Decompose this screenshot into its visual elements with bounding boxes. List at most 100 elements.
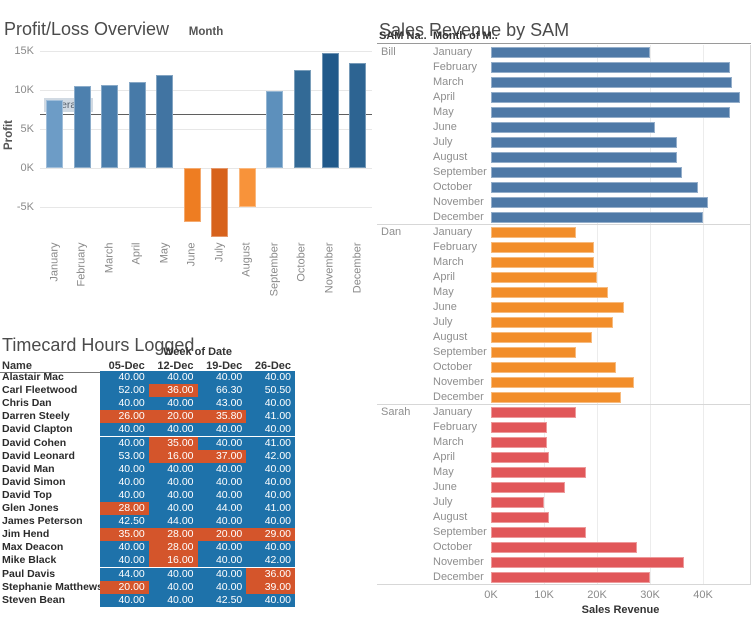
sales-bar-bill-june[interactable] bbox=[491, 122, 656, 133]
timecard-cell[interactable]: 39.00 bbox=[246, 580, 295, 594]
sales-bar-dan-march[interactable] bbox=[491, 257, 595, 268]
sales-bar-sarah-september[interactable] bbox=[491, 527, 587, 538]
timecard-cell[interactable]: 28.00 bbox=[148, 541, 198, 555]
timecard-cell[interactable]: 42.50 bbox=[100, 515, 149, 529]
timecard-cell[interactable]: 40.00 bbox=[246, 462, 295, 476]
profit-bar-june[interactable] bbox=[183, 168, 201, 222]
timecard-cell[interactable]: 40.00 bbox=[197, 462, 247, 476]
sales-bar-sarah-october[interactable] bbox=[491, 542, 637, 553]
timecard-cell[interactable]: 35.80 bbox=[197, 410, 247, 424]
timecard-cell[interactable]: 40.00 bbox=[100, 593, 149, 607]
timecard-cell[interactable]: 43.00 bbox=[197, 397, 247, 411]
timecard-cell[interactable]: 40.00 bbox=[148, 593, 198, 607]
timecard-cell[interactable]: 40.00 bbox=[100, 462, 149, 476]
timecard-cell[interactable]: 42.00 bbox=[246, 554, 295, 568]
sales-bar-bill-january[interactable] bbox=[491, 47, 650, 58]
sales-bar-sarah-december[interactable] bbox=[491, 572, 650, 583]
timecard-cell[interactable]: 40.00 bbox=[197, 423, 247, 437]
timecard-cell[interactable]: 40.00 bbox=[148, 502, 198, 516]
timecard-cell[interactable]: 40.00 bbox=[197, 580, 247, 594]
timecard-cell[interactable]: 40.00 bbox=[246, 475, 295, 489]
sales-bar-sarah-august[interactable] bbox=[491, 512, 550, 523]
timecard-cell[interactable]: 40.00 bbox=[100, 371, 149, 385]
sales-bar-sarah-march[interactable] bbox=[491, 437, 547, 448]
sales-bar-bill-september[interactable] bbox=[491, 167, 682, 178]
timecard-cell[interactable]: 16.00 bbox=[148, 449, 198, 463]
timecard-cell[interactable]: 40.00 bbox=[246, 593, 295, 607]
timecard-cell[interactable]: 36.00 bbox=[246, 567, 295, 581]
sales-bar-dan-july[interactable] bbox=[491, 317, 613, 328]
timecard-cell[interactable]: 40.00 bbox=[197, 436, 247, 450]
timecard-cell[interactable]: 41.00 bbox=[246, 502, 295, 516]
sales-bar-dan-october[interactable] bbox=[491, 362, 616, 373]
sales-bar-bill-may[interactable] bbox=[491, 107, 730, 118]
profit-bar-december[interactable] bbox=[349, 63, 367, 168]
sales-bar-dan-february[interactable] bbox=[491, 242, 595, 253]
sales-bar-dan-june[interactable] bbox=[491, 302, 624, 313]
timecard-cell[interactable]: 40.00 bbox=[100, 488, 149, 502]
timecard-cell[interactable]: 53.00 bbox=[100, 449, 149, 463]
profit-bar-july[interactable] bbox=[211, 168, 229, 237]
sales-bar-dan-april[interactable] bbox=[491, 272, 597, 283]
timecard-cell[interactable]: 40.00 bbox=[148, 567, 198, 581]
timecard-cell[interactable]: 40.00 bbox=[197, 488, 247, 502]
timecard-cell[interactable]: 40.00 bbox=[100, 397, 149, 411]
sales-bar-sarah-february[interactable] bbox=[491, 422, 547, 433]
sales-bar-bill-february[interactable] bbox=[491, 62, 730, 73]
timecard-cell[interactable]: 26.00 bbox=[100, 410, 149, 424]
timecard-cell[interactable]: 40.00 bbox=[100, 554, 149, 568]
sales-bar-bill-october[interactable] bbox=[491, 182, 698, 193]
timecard-cell[interactable]: 40.00 bbox=[148, 462, 198, 476]
sales-bar-sarah-may[interactable] bbox=[491, 467, 587, 478]
profit-bar-january[interactable] bbox=[46, 100, 63, 168]
timecard-cell[interactable]: 44.00 bbox=[197, 502, 247, 516]
profit-bar-april[interactable] bbox=[128, 82, 146, 168]
timecard-cell[interactable]: 40.00 bbox=[100, 436, 149, 450]
timecard-cell[interactable]: 35.00 bbox=[148, 436, 198, 450]
timecard-cell[interactable]: 40.00 bbox=[197, 371, 247, 385]
timecard-cell[interactable]: 52.00 bbox=[100, 384, 149, 398]
timecard-cell[interactable]: 41.00 bbox=[246, 410, 295, 424]
sales-bar-dan-may[interactable] bbox=[491, 287, 608, 298]
sales-bar-dan-september[interactable] bbox=[491, 347, 576, 358]
profit-bar-february[interactable] bbox=[73, 86, 91, 168]
timecard-cell[interactable]: 40.00 bbox=[246, 541, 295, 555]
timecard-cell[interactable]: 29.00 bbox=[246, 528, 295, 542]
timecard-cell[interactable]: 36.00 bbox=[148, 384, 198, 398]
sales-bar-bill-april[interactable] bbox=[491, 92, 741, 103]
profit-bar-november[interactable] bbox=[321, 52, 339, 168]
timecard-cell[interactable]: 40.00 bbox=[197, 541, 247, 555]
timecard-cell[interactable]: 40.00 bbox=[246, 488, 295, 502]
sales-bar-bill-december[interactable] bbox=[491, 212, 703, 223]
timecard-cell[interactable]: 40.00 bbox=[197, 515, 247, 529]
timecard-cell[interactable]: 16.00 bbox=[148, 554, 198, 568]
sales-bar-sarah-july[interactable] bbox=[491, 497, 544, 508]
profit-bar-september[interactable] bbox=[266, 90, 284, 168]
timecard-cell[interactable]: 40.00 bbox=[148, 423, 198, 437]
sales-bar-bill-july[interactable] bbox=[491, 137, 677, 148]
sales-bar-sarah-june[interactable] bbox=[491, 482, 566, 493]
timecard-cell[interactable]: 44.00 bbox=[148, 515, 198, 529]
timecard-cell[interactable]: 40.00 bbox=[100, 541, 149, 555]
sales-bar-dan-august[interactable] bbox=[491, 332, 592, 343]
sales-bar-dan-december[interactable] bbox=[491, 392, 621, 403]
timecard-cell[interactable]: 40.00 bbox=[197, 567, 247, 581]
timecard-cell[interactable]: 40.00 bbox=[246, 371, 295, 385]
profit-bar-may[interactable] bbox=[156, 75, 174, 168]
timecard-cell[interactable]: 40.00 bbox=[100, 423, 149, 437]
timecard-cell[interactable]: 35.00 bbox=[100, 528, 149, 542]
timecard-cell[interactable]: 40.00 bbox=[148, 488, 198, 502]
timecard-cell[interactable]: 42.00 bbox=[246, 449, 295, 463]
sales-bar-sarah-january[interactable] bbox=[491, 407, 576, 418]
timecard-cell[interactable]: 40.00 bbox=[246, 515, 295, 529]
timecard-cell[interactable]: 28.00 bbox=[100, 502, 149, 516]
sales-bar-bill-march[interactable] bbox=[491, 77, 733, 88]
timecard-cell[interactable]: 40.00 bbox=[197, 475, 247, 489]
timecard-cell[interactable]: 40.00 bbox=[197, 554, 247, 568]
timecard-cell[interactable]: 42.50 bbox=[197, 593, 247, 607]
timecard-cell[interactable]: 40.00 bbox=[148, 371, 198, 385]
timecard-cell[interactable]: 40.00 bbox=[246, 423, 295, 437]
timecard-cell[interactable]: 20.00 bbox=[100, 580, 149, 594]
profit-bar-august[interactable] bbox=[238, 168, 256, 207]
sales-bar-bill-november[interactable] bbox=[491, 197, 709, 208]
